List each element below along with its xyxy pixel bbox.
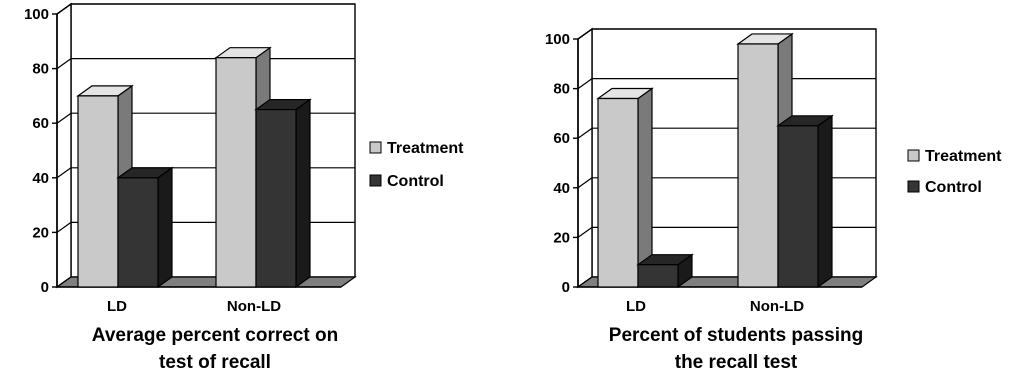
chart-title-line: Percent of students passing <box>609 325 863 346</box>
legend-swatch-control <box>907 180 920 193</box>
chart-2: 0 20 40 60 80 100 LD Non-LD Treatment Control Perc… <box>545 27 1002 373</box>
gridline-side <box>56 221 72 233</box>
legend-label-treatment: Treatment <box>925 148 1002 165</box>
gridline-side <box>56 112 72 124</box>
gridline-side <box>577 226 593 238</box>
gridline-side <box>577 28 593 40</box>
plot-side-wall <box>56 2 72 289</box>
bar-control-non-ld <box>776 114 834 289</box>
y-tick-label: 100 <box>24 6 49 23</box>
bar-front <box>255 108 297 288</box>
bar-side <box>157 166 173 289</box>
category-label: LD <box>107 298 127 315</box>
bar-side <box>817 114 833 289</box>
gridline-side <box>56 3 72 15</box>
gridline-side <box>56 58 72 70</box>
y-tick-label: 40 <box>553 180 570 197</box>
y-tick-label: 100 <box>545 31 570 48</box>
y-tick-label: 60 <box>32 115 49 132</box>
bar-front <box>77 95 119 288</box>
y-tick-label: 80 <box>553 81 570 98</box>
category-label: Non-LD <box>750 298 804 315</box>
gridline-side <box>577 78 593 90</box>
legend-swatch-control <box>369 174 382 187</box>
y-tick-label: 20 <box>553 229 570 246</box>
bar-front <box>117 177 159 288</box>
legend-swatch-treatment <box>369 141 382 154</box>
bar-side <box>295 98 311 289</box>
plot-side-wall <box>577 27 593 289</box>
y-tick-label: 0 <box>41 279 49 296</box>
gridline-side <box>577 177 593 189</box>
y-tick-label: 40 <box>32 170 49 187</box>
chart-title-line: Average percent correct on <box>92 325 338 346</box>
chart-title-line: the recall test <box>675 352 798 373</box>
bar-front <box>777 125 819 288</box>
chart-1: 0 20 40 60 80 100 LD Non-LD Treatment Control Aver… <box>24 2 464 373</box>
bar-control-ld <box>116 166 174 289</box>
y-tick-label: 0 <box>562 279 570 296</box>
bar-control-ld <box>636 253 694 289</box>
category-label: Non-LD <box>227 298 281 315</box>
legend-swatch-treatment <box>907 149 920 162</box>
gridline-side <box>577 127 593 139</box>
bar-front <box>597 97 639 288</box>
legend-label-control: Control <box>925 179 982 196</box>
legend-label-control: Control <box>387 173 444 190</box>
bar-front <box>637 264 679 288</box>
bar-control-non-ld <box>254 98 312 289</box>
y-tick-label: 60 <box>553 130 570 147</box>
gridline-side <box>56 167 72 179</box>
chart-title-line: test of recall <box>159 352 271 373</box>
bar-front <box>215 57 257 288</box>
y-tick-label: 20 <box>32 224 49 241</box>
bar-treatment-ld <box>596 87 654 289</box>
bar-front <box>737 43 779 288</box>
legend-label-treatment: Treatment <box>387 140 464 157</box>
category-label: LD <box>626 298 646 315</box>
y-tick-label: 80 <box>32 61 49 78</box>
